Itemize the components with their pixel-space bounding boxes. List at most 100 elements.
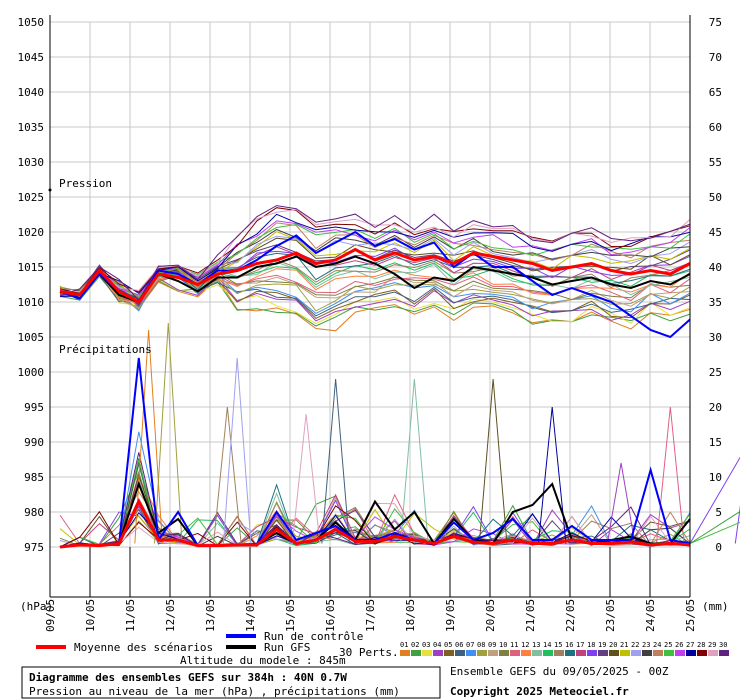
pressure-pert-line xyxy=(59,213,691,297)
pert-number: 28 xyxy=(697,641,705,649)
pert-number: 24 xyxy=(653,641,661,649)
gfs-legend-label: Run GFS xyxy=(264,641,310,654)
x-tick-label: 21/05 xyxy=(524,599,537,632)
x-tick-label: 16/05 xyxy=(324,599,337,632)
pressure-control-line xyxy=(59,230,691,339)
left-tick-label: 975 xyxy=(24,541,44,554)
pert-swatch xyxy=(719,650,729,656)
right-tick-label: 15 xyxy=(709,436,722,449)
pert-swatch xyxy=(455,650,465,656)
pressure-marker-dot xyxy=(48,188,52,192)
pert-swatch xyxy=(686,650,696,656)
axes: 1050104510401035103010251020101510101005… xyxy=(18,15,722,632)
right-tick-label: 0 xyxy=(715,541,722,554)
precip-peak-line xyxy=(321,378,350,544)
right-tick-label: 45 xyxy=(709,226,722,239)
right-tick-label: 60 xyxy=(709,121,722,134)
pert-swatch xyxy=(411,650,421,656)
precip-pert-line xyxy=(59,497,691,548)
pert-number: 16 xyxy=(565,641,573,649)
pert-swatch xyxy=(587,650,597,656)
pert-number: 10 xyxy=(499,641,507,649)
left-tick-label: 1015 xyxy=(18,261,45,274)
pert-number: 25 xyxy=(664,641,672,649)
x-tick-label: 09/05 xyxy=(44,599,57,632)
pert-swatch xyxy=(609,650,619,656)
pert-number: 22 xyxy=(631,641,639,649)
pert-number: 20 xyxy=(609,641,617,649)
pert-number: 01 xyxy=(400,641,408,649)
pert-number: 05 xyxy=(444,641,452,649)
mean-legend-label: Moyenne des scénarios xyxy=(74,641,213,654)
pert-swatch xyxy=(422,650,432,656)
pert-swatch xyxy=(400,650,410,656)
pert-number: 23 xyxy=(642,641,650,649)
pert-number: 06 xyxy=(455,641,463,649)
precip-peak-line xyxy=(478,378,508,544)
pressure-pert-line xyxy=(59,267,691,306)
pert-swatch xyxy=(576,650,586,656)
pressure-pert-line xyxy=(59,205,691,302)
footer-box xyxy=(21,666,441,699)
pressure-annotation: Pression xyxy=(59,177,112,190)
footer-title: Diagramme des ensembles GEFS sur 384h : … xyxy=(29,671,347,684)
x-tick-label: 23/05 xyxy=(604,599,617,632)
pert-swatch xyxy=(664,650,674,656)
pressure-pert-line xyxy=(59,268,691,305)
x-tick-label: 18/05 xyxy=(404,599,417,632)
x-tick-label: 19/05 xyxy=(444,599,457,632)
x-tick-label: 22/05 xyxy=(564,599,577,632)
pert-swatch xyxy=(653,650,663,656)
pressure-pert-line xyxy=(59,209,691,293)
x-tick-label: 20/05 xyxy=(484,599,497,632)
left-tick-label: 990 xyxy=(24,436,44,449)
pert-number: 12 xyxy=(521,641,529,649)
right-tick-label: 25 xyxy=(709,366,722,379)
precip-peak-line xyxy=(134,329,163,544)
pert-number: 07 xyxy=(466,641,474,649)
pressure-pert-line xyxy=(59,271,691,308)
x-tick-label: 24/05 xyxy=(644,599,657,632)
precip-peak-line xyxy=(222,357,252,544)
right-unit-label: (mm) xyxy=(702,600,729,613)
left-tick-label: 985 xyxy=(24,471,44,484)
main-series xyxy=(59,230,691,549)
right-tick-label: 20 xyxy=(709,401,722,414)
right-tick-label: 55 xyxy=(709,156,722,169)
left-tick-label: 1040 xyxy=(18,86,45,99)
pert-number: 04 xyxy=(433,641,441,649)
left-tick-label: 1000 xyxy=(18,366,45,379)
x-tick-label: 13/05 xyxy=(204,599,217,632)
left-tick-label: 1020 xyxy=(18,226,45,239)
precip-peak-line xyxy=(154,322,183,544)
right-tick-label: 40 xyxy=(709,261,722,274)
left-tick-label: 1025 xyxy=(18,191,45,204)
left-tick-label: 1010 xyxy=(18,296,45,309)
pert-swatch xyxy=(477,650,487,656)
pert-number: 27 xyxy=(686,641,694,649)
pert-number: 17 xyxy=(576,641,584,649)
pert-swatch xyxy=(708,650,718,656)
pressure-pert-line xyxy=(59,220,691,299)
pressure-mean-line xyxy=(59,247,691,304)
left-tick-label: 1045 xyxy=(18,51,45,64)
right-tick-label: 65 xyxy=(709,86,722,99)
pressure-pert-line xyxy=(59,269,691,325)
pert-number: 18 xyxy=(587,641,595,649)
run-info: Ensemble GEFS du 09/05/2025 - 00Z xyxy=(450,665,669,678)
pert-swatch xyxy=(444,650,454,656)
left-tick-label: 980 xyxy=(24,506,44,519)
pert-number: 02 xyxy=(411,641,419,649)
pert-swatch xyxy=(466,650,476,656)
perturbation-series xyxy=(59,205,740,548)
left-tick-label: 1050 xyxy=(18,16,45,29)
left-tick-label: 995 xyxy=(24,401,44,414)
pert-number: 26 xyxy=(675,641,683,649)
pert-number: 30 xyxy=(719,641,727,649)
pressure-pert-line xyxy=(59,207,691,295)
right-tick-label: 50 xyxy=(709,191,722,204)
pert-swatch xyxy=(554,650,564,656)
precip-mean-line xyxy=(59,498,691,549)
x-tick-label: 17/05 xyxy=(364,599,377,632)
x-tick-label: 15/05 xyxy=(284,599,297,632)
